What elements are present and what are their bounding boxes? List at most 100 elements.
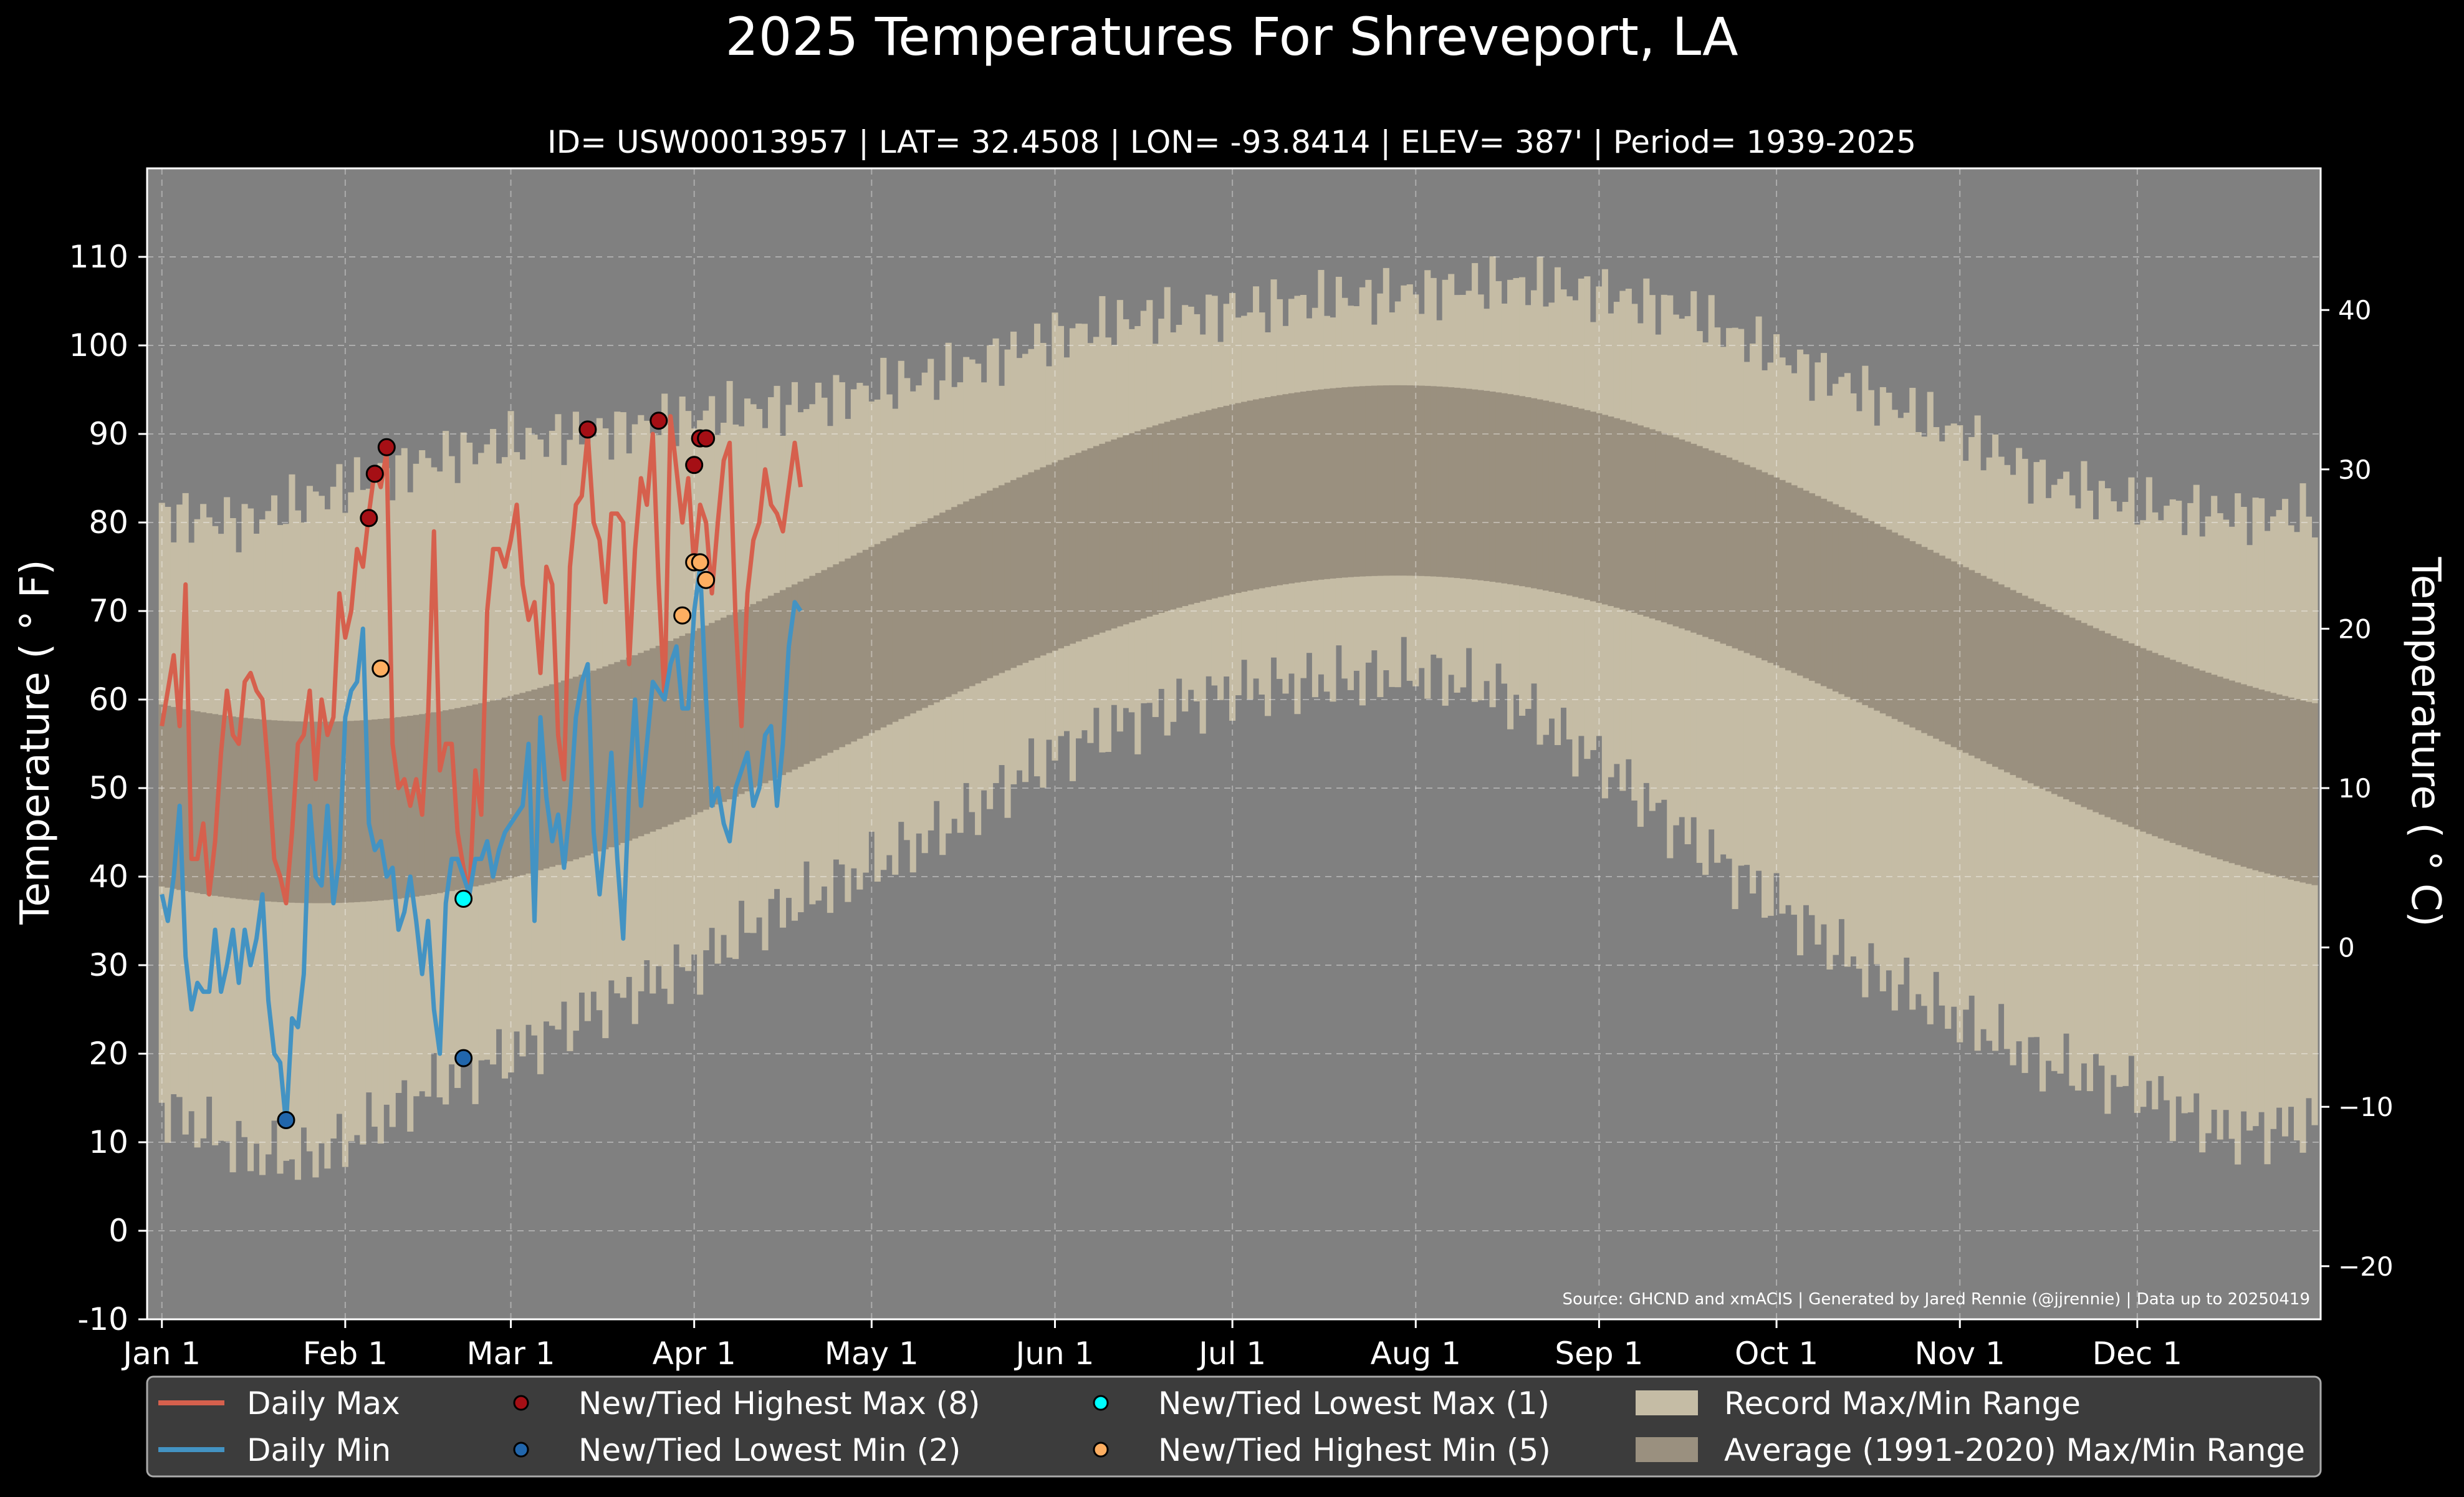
normal-range-bar [2016,592,2023,778]
y-tick-label: 30 [89,947,128,983]
normal-range-bar [413,715,419,897]
normal-range-bar [389,718,396,900]
normal-range-bar [838,561,845,748]
normal-range-bar [1548,402,1555,592]
legend-swatch-marker [513,1395,529,1411]
normal-range-bar [2181,664,2188,847]
normal-range-bar [1950,561,1957,748]
y-tick-label: 80 [89,504,128,541]
normal-range-bar [1525,397,1532,587]
normal-range-bar [2175,662,2182,845]
normal-range-bar [1465,388,1472,579]
normal-range-bar [241,718,248,900]
y-tick-label-right: −20 [2338,1251,2394,1282]
normal-range-bar [294,721,301,903]
normal-range-bar [691,630,697,815]
normal-range-bar [821,570,828,756]
normal-range-bar [750,604,757,789]
normal-range-bar [2116,638,2123,822]
normal-range-bar [1838,507,1845,695]
normal-range-bar [1998,584,2005,770]
normal-range-bar [667,640,674,825]
record-marker-high-min [673,606,692,625]
y-tick-label-right: 0 [2338,933,2355,963]
normal-range-bar [850,556,857,742]
normal-range-bar [1945,558,1952,744]
y-tick-label: 0 [108,1213,128,1249]
normal-range-bar [709,623,716,807]
normal-range-bar [2081,623,2088,807]
normal-range-bar [892,535,899,722]
normal-range-bar [1276,395,1283,585]
normal-range-bar [1217,407,1224,597]
record-marker-high-min [691,553,709,572]
normal-range-bar [1401,385,1407,576]
normal-range-bar [578,675,585,858]
normal-range-bar [1223,405,1230,596]
normal-range-bar [697,628,704,812]
normal-range-bar [1134,431,1141,621]
normal-range-bar [194,711,201,893]
plot-area [146,167,2322,1321]
normal-range-bar [1897,535,1904,722]
normal-range-bar [1152,425,1159,615]
normal-range-bar [1803,490,1810,678]
normal-range-bar [170,706,177,889]
normal-range-bar [1738,462,1745,651]
normal-range-bar [1454,387,1460,579]
normal-range-bar [1436,386,1443,577]
normal-range-bar [2063,615,2070,799]
normal-range-bar [2282,696,2289,878]
normal-range-bar [1383,385,1389,576]
normal-range-bar [2288,697,2294,880]
normal-range-bar [1554,403,1561,594]
normal-range-bar [732,612,739,797]
normal-range-bar [229,716,236,898]
normal-range-bar [1732,460,1738,648]
normal-range-bar [2039,604,2046,789]
normal-range-bar [1542,400,1550,591]
normal-range-bar [939,513,946,700]
normal-range-bar [1016,477,1023,666]
normal-range-bar [1672,437,1679,627]
normal-range-bar [2092,628,2099,812]
normal-range-bar [1560,404,1567,595]
y-tick-label-right: −10 [2338,1092,2394,1122]
normal-range-bar [803,579,810,764]
legend-label: Daily Max [247,1385,400,1422]
normal-range-bar [987,490,994,678]
normal-range-bar [1779,479,1786,668]
normal-range-bar [555,682,562,865]
legend-box [146,1375,2322,1478]
normal-range-bar [1495,392,1502,583]
normal-range-bar [1762,472,1768,661]
normal-range-bar [1867,521,1874,708]
record-marker-high-max [578,420,597,439]
legend-label: New/Tied Lowest Max (1) [1158,1385,1550,1422]
normal-range-bar [2122,640,2129,825]
normal-range-bar [1643,427,1650,617]
x-tick-label: Aug 1 [1371,1336,1461,1372]
normal-range-bar [531,689,538,872]
normal-range-bar [1743,465,1750,653]
normal-range-bar [673,638,680,822]
normal-range-bar [200,712,207,894]
normal-range-bar [2258,689,2265,872]
normal-range-bar [2028,598,2035,784]
normal-range-bar [1033,469,1041,658]
normal-range-bar [2264,691,2271,874]
normal-range-bar [1957,564,1963,750]
normal-range-bar [2134,645,2140,830]
record-marker-high-max [365,465,384,483]
legend-label: Record Max/Min Range [1724,1385,2081,1422]
normal-range-bar [1915,544,1922,731]
normal-range-bar [1170,420,1177,610]
normal-range-bar [1773,477,1780,666]
normal-range-bar [2223,678,2230,862]
normal-range-bar [484,701,491,884]
normal-range-bar [909,526,916,714]
record-marker-high-max [697,429,716,448]
normal-range-bar [176,708,183,890]
normal-range-bar [1578,408,1584,599]
normal-range-bar [1886,529,1892,716]
